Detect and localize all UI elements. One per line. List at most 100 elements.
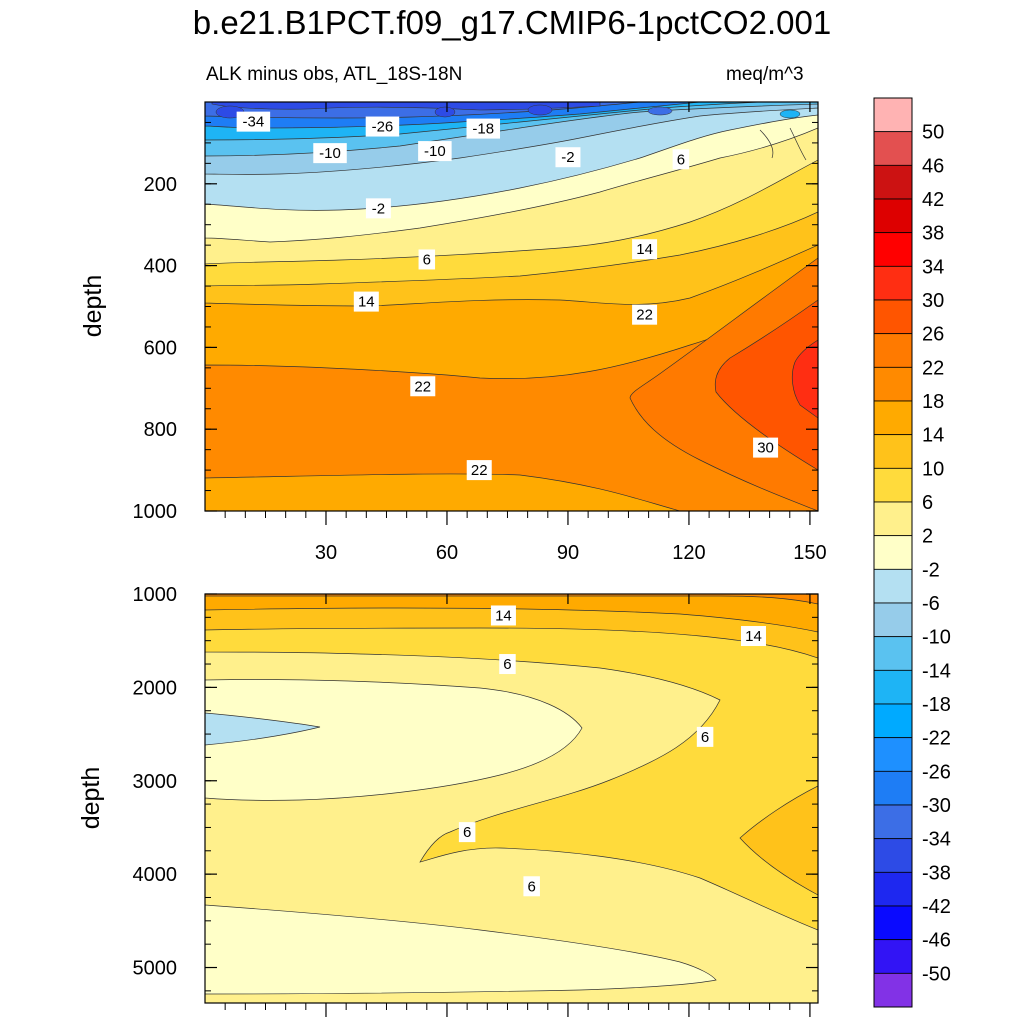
lower-fill-p10 (205, 594, 818, 931)
lower-ytick-label: 1000 (133, 584, 178, 606)
colorbar-label: -22 (922, 728, 951, 750)
colorbar-segment (873, 535, 913, 570)
colorbar-segment (873, 501, 913, 537)
colorbar-segment (873, 232, 913, 267)
contour-label-text: 22 (471, 462, 488, 479)
colorbar-label: 6 (922, 492, 933, 514)
lower-fill-p18 (205, 594, 818, 633)
contour-label-text: -34 (243, 114, 265, 131)
contour-label: 6 (458, 822, 476, 843)
colorbar-segment (873, 602, 913, 638)
upper-ytick-label: 1000 (133, 501, 178, 523)
colorbar-segment (873, 737, 913, 772)
contour-label-text: -18 (472, 121, 494, 138)
upper-xtick-label: 60 (436, 542, 458, 564)
colorbar-label: -34 (922, 829, 951, 851)
colorbar-segment (873, 905, 913, 941)
contour-label-box (418, 249, 436, 270)
colorbar-label: -18 (922, 694, 951, 716)
contour-label-text: -26 (372, 119, 394, 136)
upper-blob-4 (647, 106, 673, 116)
colorbar-label: -46 (922, 930, 951, 952)
contour-label: -26 (365, 116, 400, 137)
colorbar-segment (873, 703, 913, 739)
colorbar-label: 34 (922, 256, 944, 278)
contour-label-box (365, 116, 400, 137)
colorbar-segment (873, 467, 913, 503)
units-subtitle: meq/m^3 (726, 64, 804, 85)
contour-label-box (696, 726, 714, 747)
colorbar-label: -6 (922, 593, 940, 615)
contour-label-text: -10 (319, 145, 341, 162)
figure-title: b.e21.B1PCT.f09_g17.CMIP6-1pctCO2.001 (192, 4, 832, 41)
contour-label-box (632, 304, 658, 325)
upper-contour-panel (205, 102, 818, 511)
contour-label-box (418, 141, 452, 162)
colorbar-label: 38 (922, 223, 944, 245)
colorbar-segment (873, 164, 913, 200)
upper-axis-ticks: 200 400 600 800 1000 30 60 90 120 150 (133, 102, 827, 564)
colorbar-frame (873, 97, 913, 1008)
colorbar-segment (873, 97, 913, 133)
colorbar-label: 50 (922, 122, 944, 144)
colorbar-label: -50 (922, 963, 951, 985)
contour-label: 6 (523, 876, 540, 897)
contour-label: 14 (353, 291, 379, 312)
colorbar-segment (873, 400, 913, 436)
colorbar-segment (873, 131, 913, 166)
contour-label-text: 6 (463, 824, 471, 841)
contour-label-box (365, 198, 391, 219)
upper-xtick-label: 90 (557, 542, 579, 564)
colorbar-label: 22 (922, 357, 944, 379)
colorbar-label: -30 (922, 795, 951, 817)
upper-xtick-label: 150 (793, 542, 826, 564)
contour-label-text: 6 (701, 729, 709, 746)
upper-ytick-label: 200 (144, 174, 177, 196)
colorbar-segment (873, 838, 913, 873)
colorbar-label: -38 (922, 862, 951, 884)
contour-label: -34 (236, 111, 271, 132)
colorbar-segment (873, 333, 913, 368)
upper-ytick-label: 400 (144, 256, 177, 278)
upper-fill-p30 (714, 299, 818, 471)
contour-label-text: 6 (503, 656, 511, 673)
contour-label-text: 22 (636, 307, 653, 324)
lower-ytick-label: 5000 (133, 958, 178, 980)
upper-ylabel: depth (79, 275, 107, 338)
contour-label: 6 (499, 654, 516, 675)
contour-label-box (236, 111, 271, 132)
lower-ytick-label: 4000 (133, 864, 178, 886)
contour-label-box (523, 876, 540, 897)
lower-axis-ticks: 1000 2000 3000 4000 5000 (133, 584, 818, 1017)
lower-ytick-label: 3000 (133, 771, 178, 793)
colorbar-label: -26 (922, 761, 951, 783)
contour-label: 14 (740, 626, 766, 647)
contour-label-box (499, 654, 516, 675)
upper-blob-2 (434, 106, 456, 118)
contour-label: 14 (632, 239, 658, 260)
colorbar-segment (873, 972, 913, 1008)
lower-fill-p2-lower (205, 904, 717, 995)
contour-label-text: -2 (561, 149, 574, 166)
contour-label: 6 (672, 149, 690, 170)
lower-contour-labels: 14 14 6 6 6 6 (458, 605, 766, 897)
colorbar-label: 14 (922, 425, 944, 447)
colorbar-label: -14 (922, 660, 951, 682)
colorbar-segment (873, 434, 913, 469)
contour-label-text: 6 (527, 878, 535, 895)
colorbar-label: -42 (922, 896, 951, 918)
colorbar-segment (873, 804, 913, 840)
colorbar-segment (873, 871, 913, 907)
contour-label: -10 (418, 141, 452, 162)
contour-label-box (458, 822, 476, 843)
colorbar-segment (873, 669, 913, 705)
contour-label-box (466, 460, 492, 481)
contour-label-text: 6 (677, 151, 685, 168)
upper-blob-5 (779, 109, 801, 119)
upper-xtick-label: 120 (672, 542, 705, 564)
colorbar-segment (873, 366, 913, 402)
contour-label-box (410, 376, 436, 397)
contour-label-box (672, 149, 690, 170)
